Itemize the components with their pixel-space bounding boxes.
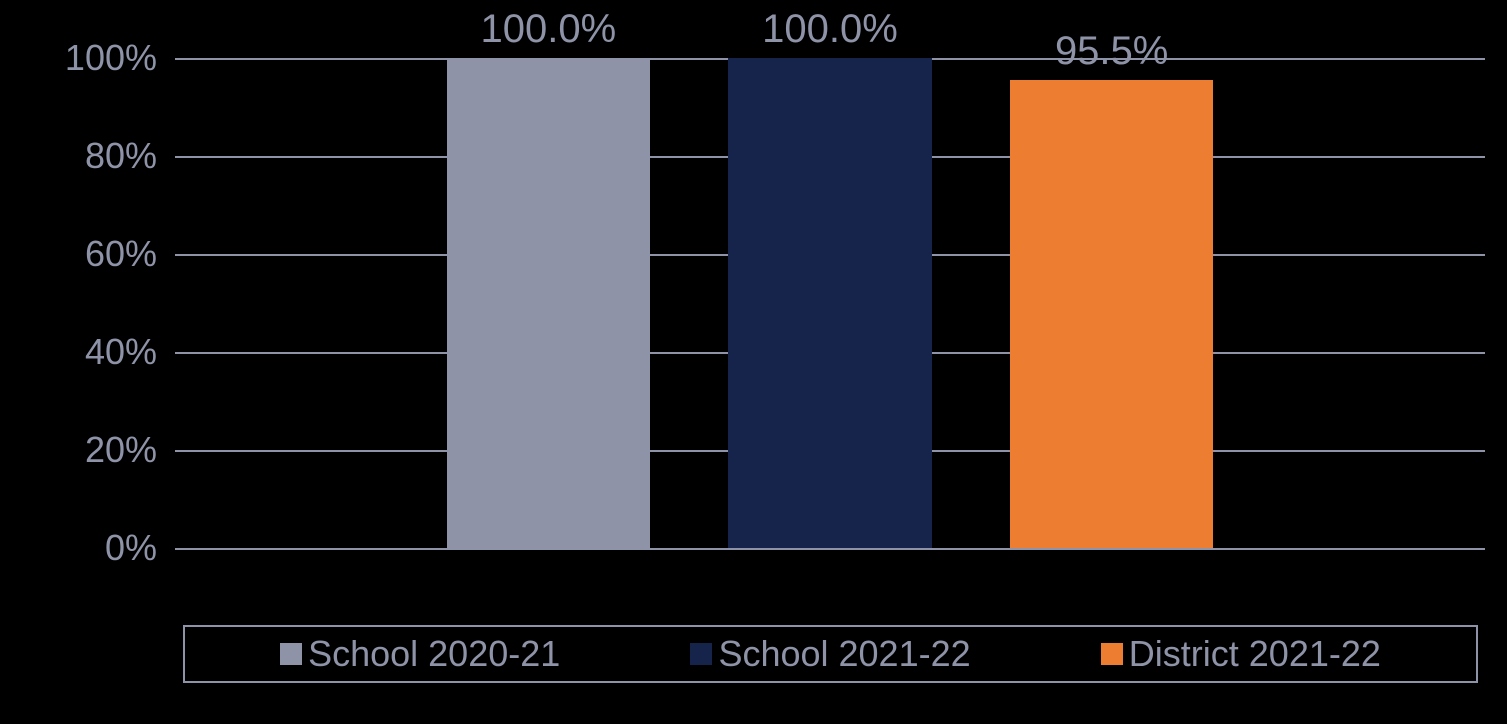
- bar-school-2020-21: 100.0%: [447, 58, 650, 548]
- bar-school-2021-22: 100.0%: [728, 58, 931, 548]
- legend: School 2020-21 School 2021-22 District 202…: [183, 625, 1478, 683]
- legend-label: School 2021-22: [718, 633, 970, 675]
- y-tick-label: 20%: [85, 429, 175, 471]
- legend-swatch: [280, 643, 302, 665]
- bar-value-label: 100.0%: [728, 7, 931, 58]
- plot-area: 0%20%40%60%80%100%100.0%100.0%95.5%: [175, 58, 1485, 548]
- y-tick-label: 80%: [85, 135, 175, 177]
- legend-swatch: [1101, 643, 1123, 665]
- y-tick-label: 60%: [85, 233, 175, 275]
- y-tick-label: 40%: [85, 331, 175, 373]
- bar-chart: 0%20%40%60%80%100%100.0%100.0%95.5% Scho…: [0, 0, 1507, 724]
- bar-district-2021-22: 95.5%: [1010, 80, 1213, 548]
- legend-item: School 2021-22: [690, 633, 970, 675]
- y-tick-label: 100%: [65, 37, 175, 79]
- legend-item: School 2020-21: [280, 633, 560, 675]
- bar-value-label: 100.0%: [447, 7, 650, 58]
- legend-item: District 2021-22: [1101, 633, 1381, 675]
- y-tick-label: 0%: [105, 527, 175, 569]
- legend-label: District 2021-22: [1129, 633, 1381, 675]
- legend-swatch: [690, 643, 712, 665]
- legend-label: School 2020-21: [308, 633, 560, 675]
- gridline: [175, 548, 1485, 550]
- bar-value-label: 95.5%: [1010, 29, 1213, 80]
